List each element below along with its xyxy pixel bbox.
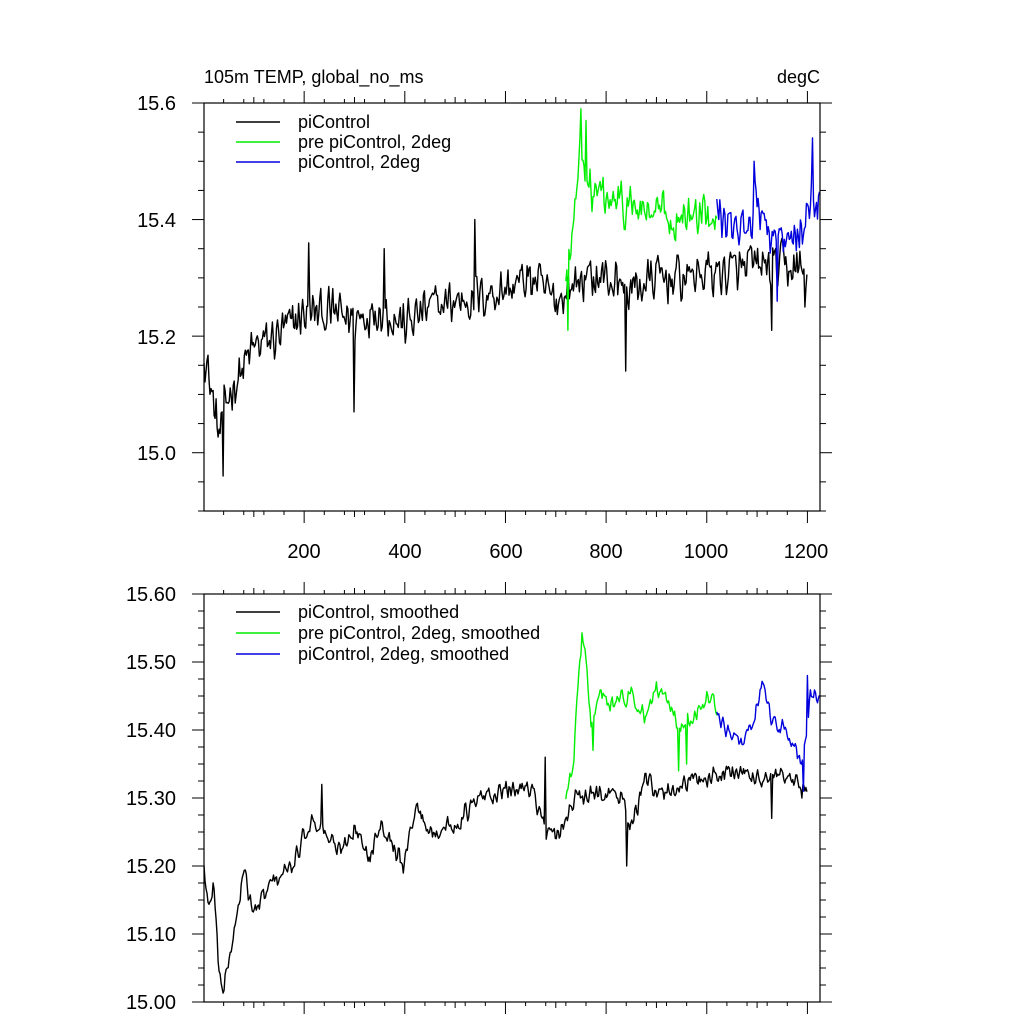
series-line-picontrol <box>203 218 808 477</box>
bottom-y-tick-label: 15.60 <box>126 584 176 606</box>
legend-label: piControl <box>298 112 370 132</box>
top-y-tick-label: 15.0 <box>137 443 176 465</box>
series-line-pre-picontrol-2deg-smoothed <box>565 632 718 800</box>
series-line-picontrol-smoothed <box>203 756 808 994</box>
bottom-y-tick-label: 15.10 <box>126 924 176 946</box>
top-chart-panel: 105m TEMP, global_no_ms degC 15.6 15.4 1… <box>137 67 832 563</box>
top-x-tick-label: 600 <box>489 541 522 563</box>
series-line-picontrol-2deg <box>716 137 821 302</box>
legend-label: pre piControl, 2deg, smoothed <box>298 623 540 643</box>
top-x-tick-label: 1200 <box>784 541 829 563</box>
top-y-tick-label: 15.2 <box>137 327 176 349</box>
top-legend: piControl pre piControl, 2deg piControl,… <box>236 112 451 172</box>
top-x-tick-label: 1000 <box>684 541 729 563</box>
chart-title-units: degC <box>777 67 820 87</box>
top-ticks <box>192 91 832 523</box>
legend-label: piControl, 2deg <box>298 152 420 172</box>
series-line-pre-picontrol-2deg <box>565 108 718 331</box>
bottom-legend: piControl, smoothed pre piControl, 2deg,… <box>236 602 540 664</box>
legend-label: piControl, 2deg, smoothed <box>298 644 509 664</box>
legend-label: pre piControl, 2deg <box>298 132 451 152</box>
top-plot-frame <box>203 102 821 512</box>
top-series-lines <box>203 108 821 477</box>
top-y-tick-label: 15.6 <box>137 93 176 115</box>
top-y-tick-label: 15.4 <box>137 210 176 232</box>
top-x-tick-labels: 200 400 600 800 1000 1200 <box>287 541 828 563</box>
top-y-tick-labels: 15.6 15.4 15.2 15.0 <box>137 93 176 465</box>
bottom-series-lines <box>203 632 821 994</box>
bottom-y-tick-label: 15.00 <box>126 992 176 1014</box>
bottom-y-tick-label: 15.20 <box>126 856 176 878</box>
bottom-y-tick-label: 15.40 <box>126 720 176 742</box>
top-x-tick-label: 800 <box>589 541 622 563</box>
bottom-ticks <box>192 582 832 1014</box>
bottom-plot-frame <box>203 593 821 1003</box>
series-line-picontrol-2deg-smoothed <box>716 674 821 792</box>
top-x-tick-label: 400 <box>388 541 421 563</box>
chart-title-left: 105m TEMP, global_no_ms <box>204 67 423 88</box>
legend-label: piControl, smoothed <box>298 602 459 622</box>
bottom-chart-panel: 15.60 15.50 15.40 15.30 15.20 15.10 15.0… <box>126 582 832 1014</box>
bottom-y-tick-label: 15.30 <box>126 788 176 810</box>
bottom-y-tick-labels: 15.60 15.50 15.40 15.30 15.20 15.10 15.0… <box>126 584 176 1014</box>
top-x-tick-label: 200 <box>287 541 320 563</box>
bottom-y-tick-label: 15.50 <box>126 652 176 674</box>
